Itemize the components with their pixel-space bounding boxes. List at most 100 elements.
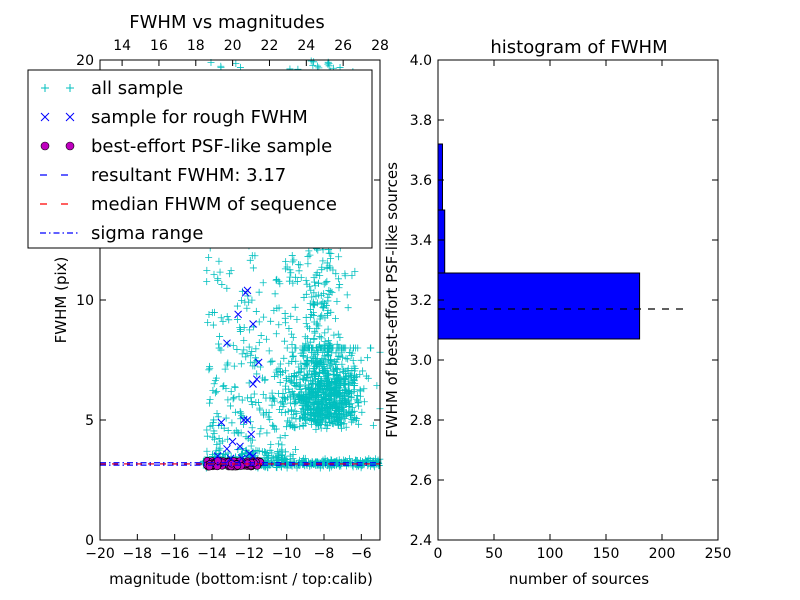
legend-entry: sigma range — [40, 223, 203, 244]
all-sample-point — [281, 319, 289, 327]
all-sample-point — [203, 426, 211, 434]
all-sample-point — [210, 416, 218, 424]
all-sample-point — [217, 62, 225, 70]
legend-marker — [40, 141, 50, 151]
all-sample-point — [233, 316, 241, 324]
all-sample-point — [247, 442, 255, 450]
all-sample-point — [256, 406, 264, 414]
all-sample-point — [328, 403, 336, 411]
all-sample-point — [302, 361, 310, 369]
all-sample-point — [274, 390, 282, 398]
rough-fwhm-point — [217, 418, 226, 427]
all-sample-point — [327, 287, 335, 295]
all-sample-point — [347, 412, 355, 420]
all-sample-point — [309, 387, 317, 395]
all-sample-point — [305, 367, 313, 375]
all-sample-point — [221, 365, 229, 373]
all-sample-point — [309, 300, 317, 308]
all-sample-point — [303, 362, 311, 370]
rough-fwhm-point — [213, 452, 222, 460]
all-sample-point — [332, 270, 340, 278]
all-sample-point — [302, 320, 310, 328]
all-sample-point — [350, 377, 358, 385]
right-x-axis-label: number of sources — [509, 570, 649, 588]
all-sample-point — [323, 263, 331, 271]
all-sample-point — [340, 420, 348, 428]
right-y-axis-label: FWHM of best-effort PSF-like sources — [383, 162, 401, 438]
all-sample-point — [229, 395, 237, 403]
all-sample-point — [260, 313, 268, 321]
all-sample-point — [309, 409, 317, 417]
all-sample-point — [287, 421, 295, 429]
y-tick-label: 10 — [76, 293, 94, 309]
all-sample-point — [290, 390, 298, 398]
all-sample-point — [319, 349, 327, 357]
all-sample-point — [304, 402, 312, 410]
all-sample-point — [275, 304, 283, 312]
all-sample-point — [332, 407, 340, 415]
all-sample-point — [324, 60, 332, 68]
all-sample-point — [366, 344, 374, 352]
all-sample-point — [247, 359, 255, 367]
all-sample-point — [344, 397, 352, 405]
all-sample-point — [333, 297, 341, 305]
all-sample-point — [330, 331, 338, 339]
all-sample-point — [291, 424, 299, 432]
all-sample-point — [255, 447, 263, 455]
left-scatter-panel: −20−18−16−14−12−10−8−6051015201416182022… — [27, 12, 389, 588]
all-sample-point — [317, 291, 325, 299]
all-sample-point — [333, 390, 341, 398]
all-sample-point — [259, 390, 267, 398]
all-sample-point — [272, 330, 280, 338]
all-sample-point — [374, 459, 382, 467]
all-sample-point — [210, 308, 218, 316]
all-sample-point — [271, 290, 279, 298]
all-sample-point — [219, 317, 227, 325]
all-sample-point — [253, 370, 261, 378]
all-sample-point — [293, 278, 301, 286]
all-sample-point — [275, 440, 283, 448]
all-sample-point — [215, 257, 223, 265]
all-sample-point — [303, 403, 311, 411]
all-sample-point — [275, 365, 283, 373]
all-sample-point — [224, 359, 232, 367]
all-sample-point — [306, 388, 314, 396]
all-sample-point — [307, 461, 315, 469]
all-sample-point — [256, 430, 264, 438]
all-sample-point — [304, 391, 312, 399]
all-sample-point — [353, 395, 361, 403]
hist-y-tick-label: 3.8 — [410, 113, 432, 129]
all-sample-point — [281, 309, 289, 317]
all-sample-point — [262, 335, 270, 343]
all-sample-point — [308, 293, 316, 301]
all-sample-point — [209, 433, 217, 441]
all-sample-point — [303, 323, 311, 331]
rough-fwhm-point — [254, 358, 263, 367]
all-sample-point — [328, 360, 336, 368]
top-x-tick-label: 18 — [187, 38, 205, 54]
all-sample-point — [359, 367, 367, 375]
top-x-tick-label: 24 — [297, 38, 315, 54]
all-sample-point — [317, 300, 325, 308]
all-sample-point — [270, 422, 278, 430]
all-sample-point — [357, 462, 365, 470]
all-sample-point — [300, 414, 308, 422]
all-sample-point — [318, 266, 326, 274]
x-tick-label: −8 — [314, 546, 335, 562]
all-sample-point — [336, 333, 344, 341]
all-sample-point — [237, 451, 245, 459]
all-sample-point — [351, 381, 359, 389]
all-sample-point — [328, 288, 336, 296]
all-sample-point — [319, 462, 327, 470]
rough-fwhm-point — [247, 430, 256, 439]
all-sample-point — [325, 249, 333, 257]
all-sample-point — [322, 356, 330, 364]
all-sample-point — [302, 276, 310, 284]
all-sample-point — [224, 396, 232, 404]
left-chart-title: FWHM vs magnitudes — [129, 12, 324, 33]
all-sample-point — [275, 454, 283, 462]
all-sample-point — [264, 413, 272, 421]
rough-fwhm-point — [236, 442, 244, 451]
all-sample-point — [306, 300, 314, 308]
all-sample-point — [239, 421, 247, 429]
